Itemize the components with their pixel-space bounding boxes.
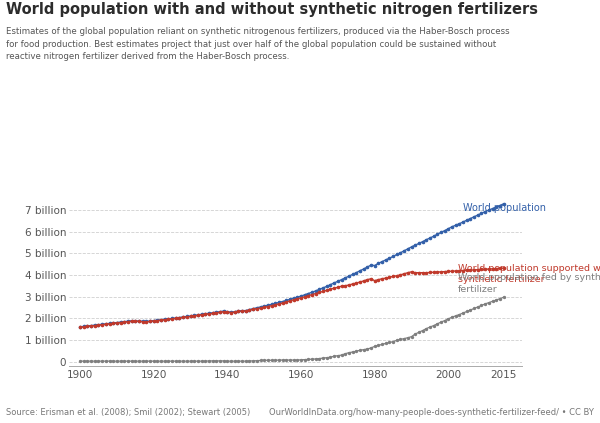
Text: Our World
in Data: Our World in Data bbox=[530, 5, 581, 25]
Text: Estimates of the global population reliant on synthetic nitrogenous fertilizers,: Estimates of the global population relia… bbox=[6, 27, 509, 61]
Text: World population with and without synthetic nitrogen fertilizers: World population with and without synthe… bbox=[6, 2, 538, 17]
Text: World population supported without
synthetic fertilizer: World population supported without synth… bbox=[458, 264, 600, 284]
Text: World population: World population bbox=[463, 203, 546, 213]
Text: OurWorldInData.org/how-many-people-does-synthetic-fertilizer-feed/ • CC BY: OurWorldInData.org/how-many-people-does-… bbox=[269, 408, 594, 417]
Text: World population fed by synthetic
fertilizer: World population fed by synthetic fertil… bbox=[458, 273, 600, 294]
Text: Source: Erisman et al. (2008); Smil (2002); Stewart (2005): Source: Erisman et al. (2008); Smil (200… bbox=[6, 408, 250, 417]
